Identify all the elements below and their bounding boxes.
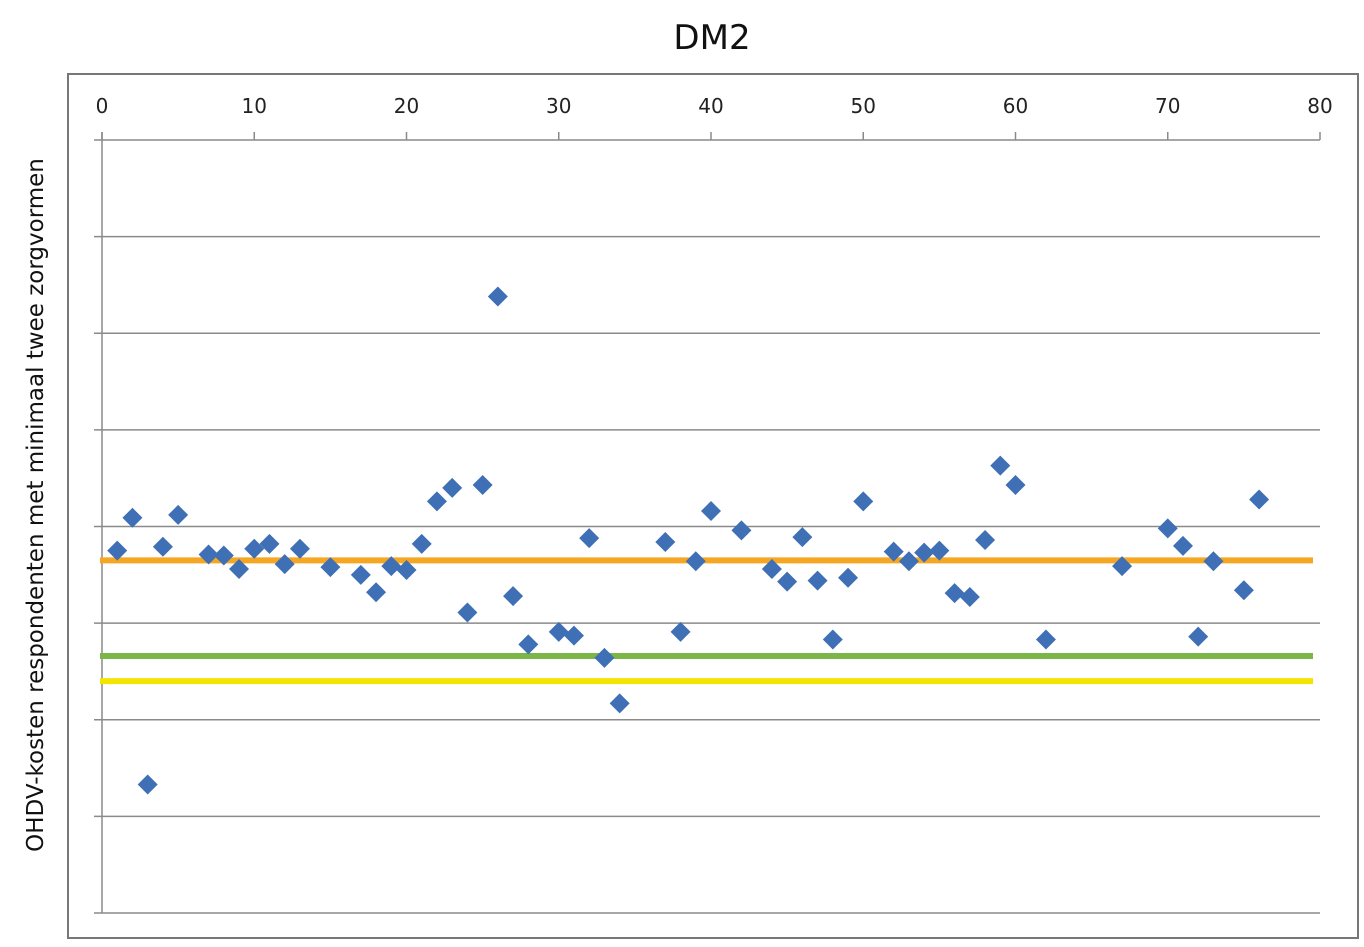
data-point xyxy=(792,527,813,548)
data-point xyxy=(761,559,782,580)
data-point xyxy=(1172,535,1193,556)
data-point xyxy=(289,538,310,559)
data-point xyxy=(594,647,615,668)
data-point xyxy=(229,559,250,580)
data-point xyxy=(122,507,143,528)
data-point xyxy=(914,542,935,563)
data-point xyxy=(807,570,828,591)
x-tick-label: 40 xyxy=(698,94,723,118)
data-point xyxy=(472,474,493,495)
data-point xyxy=(944,583,965,604)
data-point xyxy=(320,557,341,578)
data-point xyxy=(244,538,265,559)
chart-title: DM2 xyxy=(673,18,751,58)
data-point xyxy=(457,602,478,623)
data-point xyxy=(198,544,219,565)
data-point xyxy=(1188,626,1209,647)
data-point xyxy=(838,567,859,588)
data-point xyxy=(411,533,432,554)
data-point xyxy=(990,455,1011,476)
data-point xyxy=(701,501,721,522)
data-point xyxy=(609,693,630,714)
data-point xyxy=(350,564,371,585)
data-point xyxy=(213,545,234,566)
data-point xyxy=(107,540,128,561)
data-point xyxy=(1233,580,1254,601)
data-point xyxy=(168,504,189,525)
data-point xyxy=(685,551,706,572)
data-point xyxy=(1203,551,1224,572)
data-point xyxy=(1005,474,1026,495)
data-point xyxy=(274,554,295,575)
data-point xyxy=(1112,556,1133,577)
x-tick-label: 0 xyxy=(96,94,109,118)
data-point xyxy=(259,533,280,554)
data-point xyxy=(381,556,402,577)
x-tick-label: 50 xyxy=(851,94,876,118)
data-point xyxy=(487,286,508,307)
data-point xyxy=(579,528,600,549)
data-point xyxy=(959,587,980,608)
x-tick-label: 70 xyxy=(1155,94,1180,118)
data-point xyxy=(518,634,539,655)
data-point xyxy=(898,551,919,572)
data-point xyxy=(548,621,569,642)
data-point xyxy=(670,621,691,642)
data-point xyxy=(883,541,904,562)
x-tick-label: 30 xyxy=(546,94,571,118)
x-tick-label: 60 xyxy=(1003,94,1028,118)
data-point xyxy=(1035,629,1056,650)
data-point xyxy=(655,531,676,552)
data-point xyxy=(777,571,798,592)
data-point xyxy=(366,582,387,603)
data-point xyxy=(426,491,447,512)
data-point xyxy=(731,520,752,541)
chart-frame xyxy=(67,73,1359,939)
data-point xyxy=(137,774,158,795)
data-point xyxy=(442,477,463,498)
data-point xyxy=(152,536,173,557)
x-tick-label: 10 xyxy=(242,94,267,118)
data-point xyxy=(1157,518,1178,539)
x-tick-label: 80 xyxy=(1307,94,1332,118)
data-point xyxy=(822,629,843,650)
data-point xyxy=(563,625,584,646)
data-point xyxy=(929,540,950,561)
data-point xyxy=(1249,489,1270,510)
data-point xyxy=(853,491,874,512)
data-point xyxy=(975,530,996,551)
data-point xyxy=(396,559,417,580)
x-tick-label: 20 xyxy=(394,94,419,118)
data-point xyxy=(503,586,524,607)
